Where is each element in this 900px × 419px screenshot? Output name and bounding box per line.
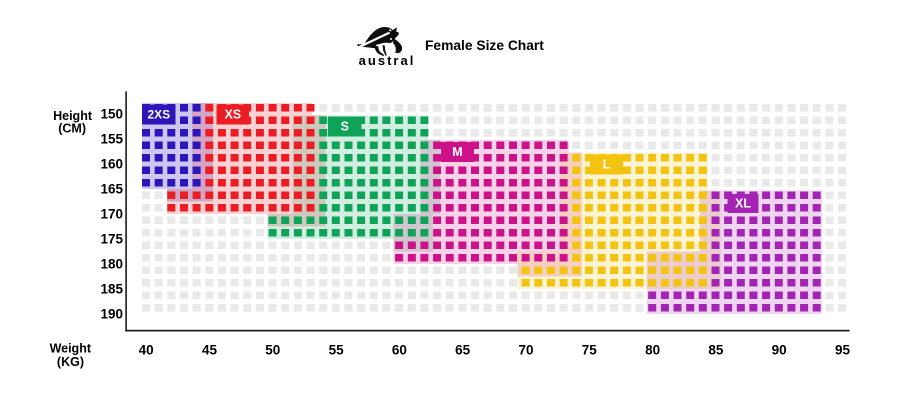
svg-text:M: M <box>452 145 462 159</box>
svg-text:55: 55 <box>329 343 345 358</box>
svg-text:XL: XL <box>735 197 751 211</box>
svg-text:85: 85 <box>708 343 724 358</box>
svg-text:185: 185 <box>100 282 123 297</box>
svg-text:155: 155 <box>100 132 123 147</box>
svg-text:190: 190 <box>100 307 123 322</box>
svg-text:80: 80 <box>645 343 660 358</box>
svg-text:175: 175 <box>100 232 123 247</box>
svg-text:2XS: 2XS <box>147 108 170 122</box>
svg-text:165: 165 <box>100 182 123 197</box>
svg-text:180: 180 <box>100 257 123 272</box>
svg-text:70: 70 <box>518 343 533 358</box>
svg-text:150: 150 <box>100 107 123 122</box>
svg-text:75: 75 <box>582 343 598 358</box>
svg-text:Female Size Chart: Female Size Chart <box>425 38 544 53</box>
svg-text:95: 95 <box>835 343 851 358</box>
svg-text:50: 50 <box>265 343 280 358</box>
svg-text:XS: XS <box>224 108 241 122</box>
svg-text:(CM): (CM) <box>58 122 86 136</box>
svg-text:65: 65 <box>455 343 471 358</box>
svg-text:Weight: Weight <box>50 342 92 356</box>
svg-text:Height: Height <box>53 109 93 123</box>
svg-text:160: 160 <box>100 157 123 172</box>
svg-text:60: 60 <box>392 343 407 358</box>
svg-text:(KG): (KG) <box>57 355 84 369</box>
svg-text:40: 40 <box>139 343 154 358</box>
svg-text:170: 170 <box>100 207 123 222</box>
svg-text:45: 45 <box>202 343 218 358</box>
svg-text:90: 90 <box>772 343 787 358</box>
svg-text:S: S <box>341 120 349 134</box>
svg-text:austral: austral <box>359 53 416 68</box>
svg-text:L: L <box>603 158 611 172</box>
